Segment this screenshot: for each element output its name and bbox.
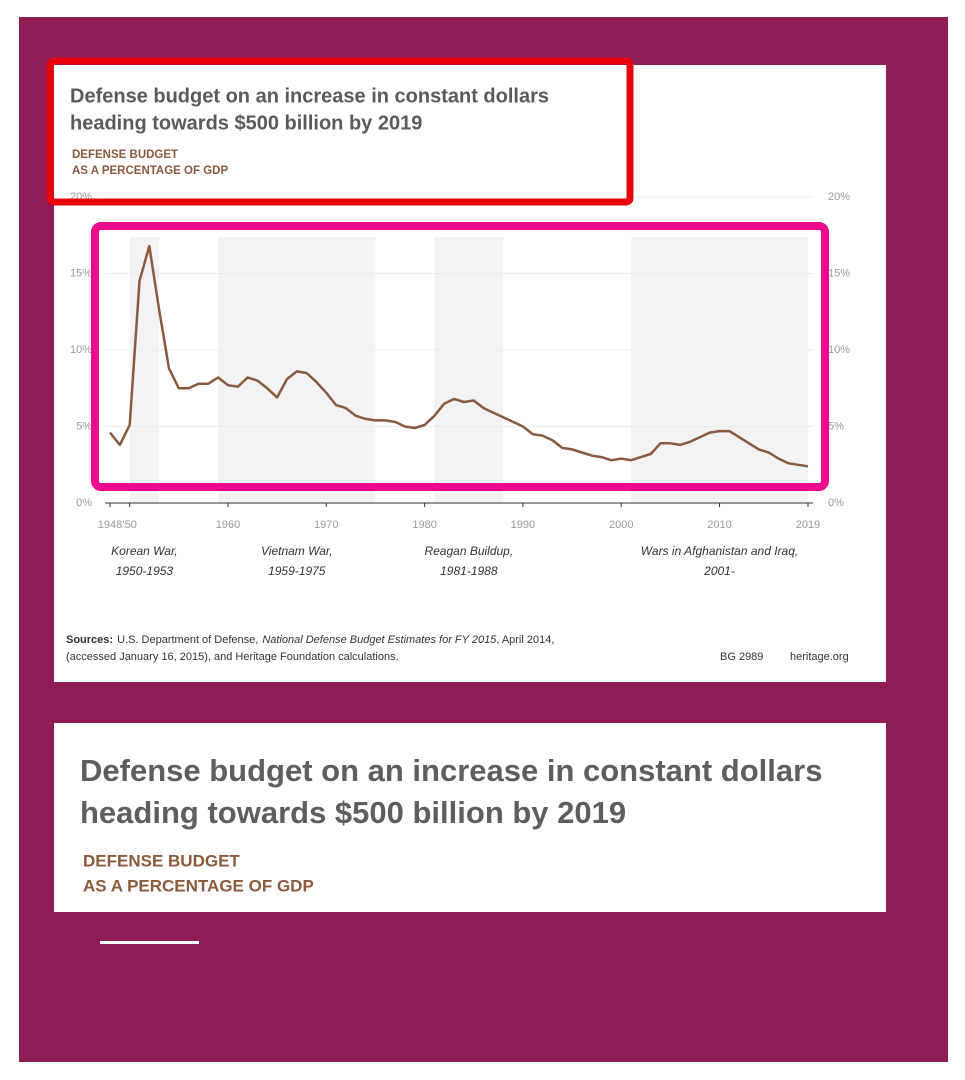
highlight-box xyxy=(46,57,634,206)
credit: BG 2989 xyxy=(720,651,763,663)
x-tick-label: 1948 xyxy=(98,519,122,531)
y2-tick-label: 10% xyxy=(828,344,850,356)
era-band xyxy=(218,237,376,503)
zoom-subtitle: DEFENSE BUDGET xyxy=(83,851,240,870)
x-tick-label: 2019 xyxy=(796,519,820,531)
sources: Sources: U.S. Department of Defense, Natio… xyxy=(66,634,554,646)
x-tick-label: 2000 xyxy=(609,519,633,531)
era-label: 1959-1975 xyxy=(268,564,326,578)
era-band xyxy=(631,237,808,503)
zoom-title: Defense budget on an increase in constan… xyxy=(80,753,822,788)
era-label: Vietnam War, xyxy=(261,544,333,558)
zoom-card xyxy=(54,723,886,912)
y2-tick-label: 5% xyxy=(828,420,844,432)
y2-tick-label: 0% xyxy=(828,497,844,509)
chart-title: heading towards $500 billion by 2019 xyxy=(70,112,422,134)
y2-tick-label: 15% xyxy=(828,267,850,279)
zoom-title: heading towards $500 billion by 2019 xyxy=(80,795,626,830)
chart-subtitle: AS A PERCENTAGE OF GDP xyxy=(72,165,228,177)
x-tick-label: '50 xyxy=(122,519,136,531)
y-tick-label: 15% xyxy=(70,267,92,279)
chart-subtitle: DEFENSE BUDGET xyxy=(72,149,178,161)
era-band xyxy=(434,237,504,503)
sources-text: , April 2014, xyxy=(496,634,554,646)
x-tick-label: 1990 xyxy=(511,519,535,531)
site: heritage.org xyxy=(790,651,849,663)
sources: (accessed January 16, 2015), and Heritag… xyxy=(66,651,399,663)
era-label: 1950-1953 xyxy=(116,564,174,578)
zoom-subtitle: AS A PERCENTAGE OF GDP xyxy=(83,876,314,895)
era-label: 2001- xyxy=(703,564,735,578)
x-tick-label: 2010 xyxy=(707,519,731,531)
era-label: 1981-1988 xyxy=(440,564,498,578)
x-tick-label: 1970 xyxy=(314,519,338,531)
chart-title: Defense budget on an increase in constan… xyxy=(70,85,549,107)
era-label: Korean War, xyxy=(111,544,177,558)
divider xyxy=(100,941,199,944)
highlight-box xyxy=(91,222,829,491)
sources-label: Sources: xyxy=(66,634,113,646)
x-tick-label: 1980 xyxy=(412,519,436,531)
era-label: Wars in Afghanistan and Iraq, xyxy=(641,544,798,558)
chart: Korean War, 1950-1953 Vietnam War, 1959-197… xyxy=(70,191,850,578)
sources-text: National Defense Budget Estimates for FY… xyxy=(262,634,497,646)
y-tick-label: 5% xyxy=(76,420,92,432)
data-line xyxy=(109,244,809,468)
y-tick-label: 0% xyxy=(76,497,92,509)
sources-text: U.S. Department of Defense, xyxy=(117,634,258,646)
era-label: Reagan Buildup, xyxy=(424,544,513,558)
y2-tick-label: 20% xyxy=(828,191,850,203)
y-tick-label: 10% xyxy=(70,344,92,356)
x-tick-label: 1960 xyxy=(216,519,240,531)
